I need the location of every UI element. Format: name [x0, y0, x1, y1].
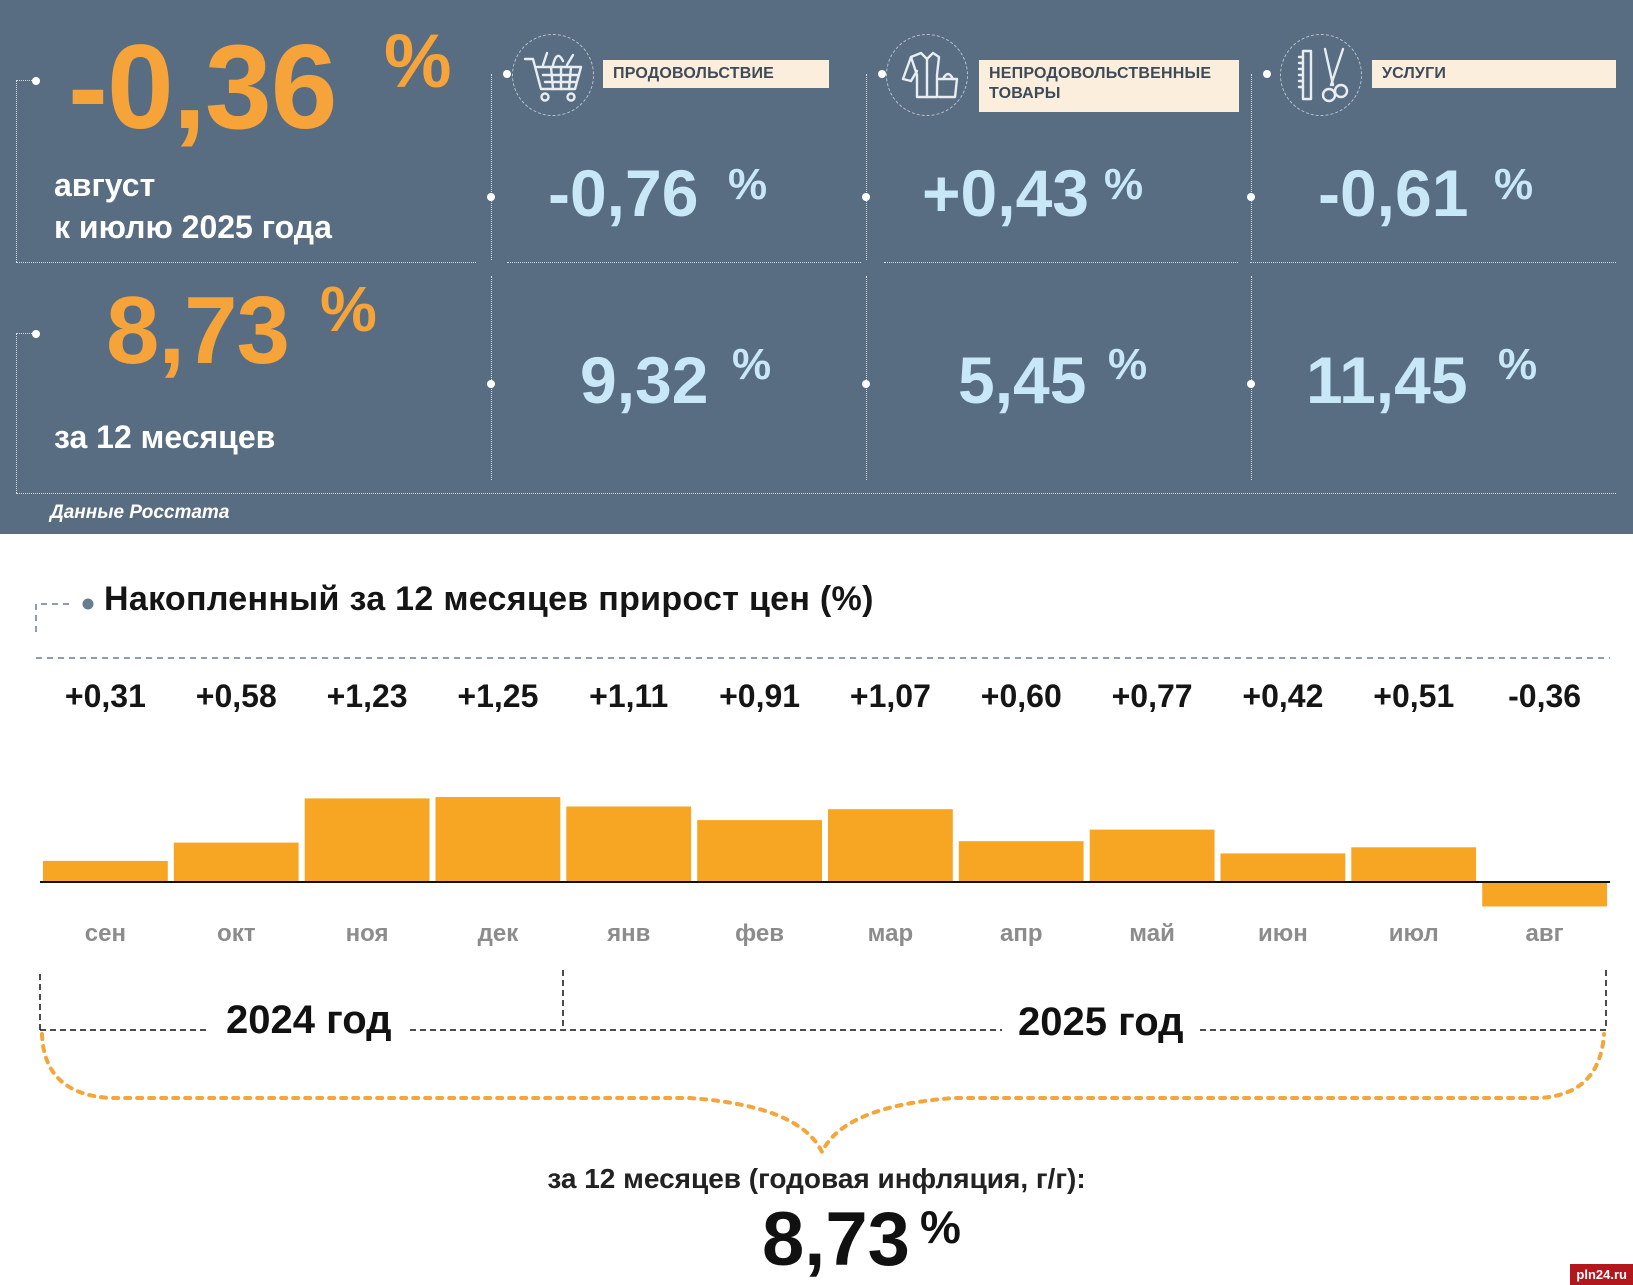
bar-июн — [1220, 853, 1346, 882]
divider — [16, 262, 476, 263]
month-label-ноя: ноя — [345, 920, 389, 947]
divider — [16, 333, 36, 334]
shopping-cart-icon — [512, 34, 594, 116]
divider — [16, 80, 17, 262]
month-label-фев: фев — [735, 920, 784, 947]
year-label-2024: 2024 год — [210, 998, 408, 1043]
monthly-caption-line1: август — [54, 167, 156, 203]
comb-scissors-icon — [1280, 34, 1362, 116]
value-label-авг: -0,36 — [1508, 678, 1582, 714]
monthly-caption-line2: к июлю 2025 года — [54, 209, 332, 245]
month-label-апр: апр — [999, 920, 1043, 947]
bullet-dot — [1247, 193, 1255, 201]
value-label-сен: +0,31 — [64, 678, 146, 714]
bar-июл — [1351, 847, 1477, 882]
value-label-июл: +0,51 — [1373, 678, 1455, 714]
divider — [507, 262, 861, 263]
year-label-2025: 2025 год — [1002, 1000, 1200, 1045]
divider — [866, 276, 867, 480]
bar-авг — [1482, 882, 1607, 907]
value-label-мар: +1,07 — [849, 678, 931, 714]
bar-фев — [697, 820, 822, 882]
value-label-фев: +0,91 — [719, 678, 801, 714]
food-annual-value: 9,32 — [580, 343, 709, 417]
divider — [866, 74, 867, 260]
divider — [884, 262, 1238, 263]
value-label-окт: +0,58 — [195, 678, 277, 714]
annual-inflation-value: 8,73 — [106, 277, 290, 384]
food-monthly-value: -0,76 — [548, 156, 699, 230]
bar-апр — [958, 841, 1084, 882]
bar-дек — [435, 797, 561, 882]
services-annual-unit: % — [1498, 340, 1538, 389]
clothes-bag-icon — [886, 34, 968, 116]
month-label-май: май — [1129, 920, 1175, 947]
bullet-dot — [862, 193, 870, 201]
bar-май — [1089, 829, 1215, 882]
divider — [1250, 262, 1616, 263]
category-label-services: УСЛУГИ — [1372, 60, 1616, 88]
bar-сен — [43, 860, 168, 882]
month-label-июн: июн — [1258, 920, 1308, 947]
nonfood-annual-unit: % — [1108, 340, 1148, 389]
value-label-ноя: +1,23 — [326, 678, 408, 714]
annual-inflation-total-unit: % — [920, 1201, 961, 1253]
value-label-дек: +1,25 — [457, 678, 539, 714]
food-annual-unit: % — [732, 340, 772, 389]
bullet-dot — [32, 77, 40, 85]
bullet-dot — [1247, 380, 1255, 388]
annual-inflation-unit: % — [320, 273, 377, 345]
month-label-мар: мар — [867, 920, 914, 947]
month-label-дек: дек — [477, 920, 519, 947]
annual-inflation-caption: за 12 месяцев (годовая инфляция, г/г): — [547, 1163, 1086, 1194]
month-label-авг: авг — [1525, 920, 1564, 947]
divider — [491, 74, 492, 260]
divider — [491, 276, 492, 480]
annual-inflation-total: 8,73 — [762, 1197, 910, 1282]
value-label-апр: +0,60 — [980, 678, 1062, 714]
food-monthly-unit: % — [728, 160, 768, 209]
divider — [1251, 276, 1252, 480]
services-monthly-unit: % — [1494, 160, 1534, 209]
divider — [16, 80, 36, 81]
divider — [1251, 74, 1252, 260]
bar-ноя — [304, 798, 430, 882]
monthly-inflation-value: -0,36 — [68, 20, 338, 154]
category-label-nonfood-line1: НЕПРОДОВОЛЬСТВЕННЫЕ — [989, 65, 1212, 82]
bullet-dot — [32, 330, 40, 338]
bar-мар — [828, 809, 953, 882]
services-annual-value: 11,45 — [1306, 343, 1468, 417]
bullet-dot — [487, 380, 495, 388]
bar-окт — [173, 842, 299, 882]
bullet-dot — [487, 193, 495, 201]
bar-янв — [566, 806, 692, 882]
bullet-dot — [503, 70, 511, 78]
bullet-dot — [862, 380, 870, 388]
month-label-окт: окт — [217, 920, 256, 947]
divider — [16, 333, 17, 493]
value-label-июн: +0,42 — [1242, 678, 1324, 714]
month-label-сен: сен — [84, 920, 126, 947]
nonfood-monthly-unit: % — [1104, 160, 1144, 209]
category-label-nonfood: НЕПРОДОВОЛЬСТВЕННЫЕ ТОВАРЫ — [979, 60, 1239, 112]
annual-caption: за 12 месяцев — [54, 419, 276, 455]
chart-title: Накопленный за 12 месяцев прирост цен (%… — [104, 580, 874, 618]
divider — [16, 493, 1616, 494]
nonfood-annual-value: 5,45 — [958, 343, 1087, 417]
bullet-dot — [878, 70, 886, 78]
month-label-янв: янв — [607, 920, 651, 947]
bullet-dot — [1263, 70, 1271, 78]
data-source: Данные Росстата — [50, 502, 230, 523]
category-label-food: ПРОДОВОЛЬСТВИЕ — [603, 60, 829, 88]
category-label-nonfood-line2: ТОВАРЫ — [989, 85, 1061, 102]
value-label-май: +0,77 — [1111, 678, 1193, 714]
services-monthly-value: -0,61 — [1318, 156, 1469, 230]
nonfood-monthly-value: +0,43 — [922, 156, 1089, 230]
summary-panel: -0,36 % август к июлю 2025 года 8,73 % з… — [0, 0, 1633, 534]
value-label-янв: +1,11 — [589, 678, 669, 714]
watermark: pln24.ru — [1570, 1264, 1633, 1285]
monthly-inflation-unit: % — [384, 19, 452, 104]
month-label-июл: июл — [1388, 920, 1439, 947]
